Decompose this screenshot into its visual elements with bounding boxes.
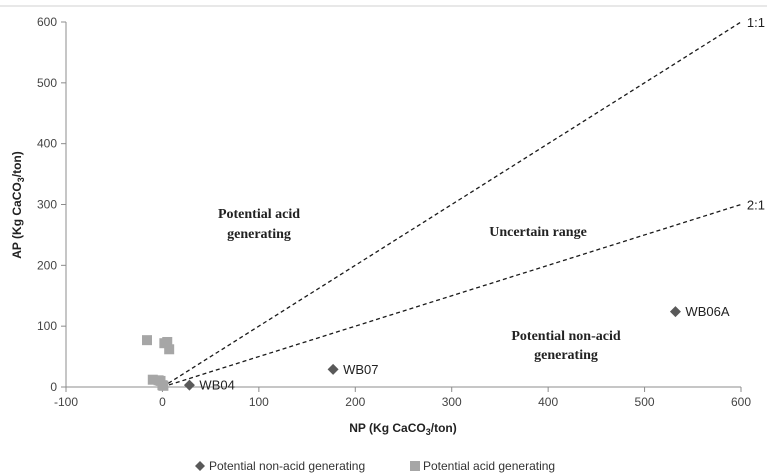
data-point-square [162,336,173,347]
y-tick-label: 0 [50,380,57,394]
y-tick-label: 300 [37,198,57,212]
x-axis-title: NP (Kg CaCO3/ton) [349,421,456,437]
y-tick-label: 500 [37,76,57,90]
annotation-acid-line2: generating [227,227,291,242]
reference-line-label: 1:1 [747,15,765,30]
x-tick-label: 400 [538,395,558,409]
data-point-diamond [183,379,195,391]
y-tick-label: 200 [37,258,57,272]
point-label: WB07 [343,362,378,377]
reference-line-2-to-1 [162,203,742,388]
ticks-layer: -100 0 100 200 300 400 500 60001002003004005006… [37,15,751,409]
points-layer: WB04 WB07 WB06A [142,304,730,393]
x-tick-label: 200 [345,395,365,409]
point-label: WB06A [685,304,729,319]
annotation-nonacid-line2: generating [534,348,598,363]
annotation-acid-line1: Potential acid [218,207,300,222]
annotation-nonacid-line1: Potential non-acid [511,329,620,344]
data-point-square [147,374,158,385]
x-tick-label: 500 [635,395,655,409]
x-tick-label: 600 [731,395,751,409]
data-point-diamond [327,363,339,375]
legend: Potential non-acid generating Potential … [195,459,555,473]
legend-label-acid: Potential acid generating [423,459,555,473]
data-point-diamond [669,306,681,318]
data-point-square [142,335,152,346]
data-point-square [164,344,175,355]
y-axis-title: AP (Kg CaCO3/ton) [10,151,26,258]
legend-marker-square [410,461,420,471]
x-tick-label: 100 [249,395,269,409]
legend-marker-diamond [195,461,205,471]
point-label: WB04 [199,378,234,393]
y-tick-label: 600 [37,15,57,29]
reference-lines: 1:1 2:1 [162,15,765,388]
x-tick-label: 300 [442,395,462,409]
reference-line-label: 2:1 [747,198,765,213]
annotation-uncertain: Uncertain range [489,225,587,240]
x-tick-label: 0 [159,395,166,409]
x-tick-label: -100 [54,395,78,409]
y-tick-label: 100 [37,319,57,333]
data-point-square [158,380,169,391]
legend-label-non-acid: Potential non-acid generating [209,459,365,473]
reference-line-1-to-1 [162,21,742,388]
y-tick-label: 400 [37,137,57,151]
